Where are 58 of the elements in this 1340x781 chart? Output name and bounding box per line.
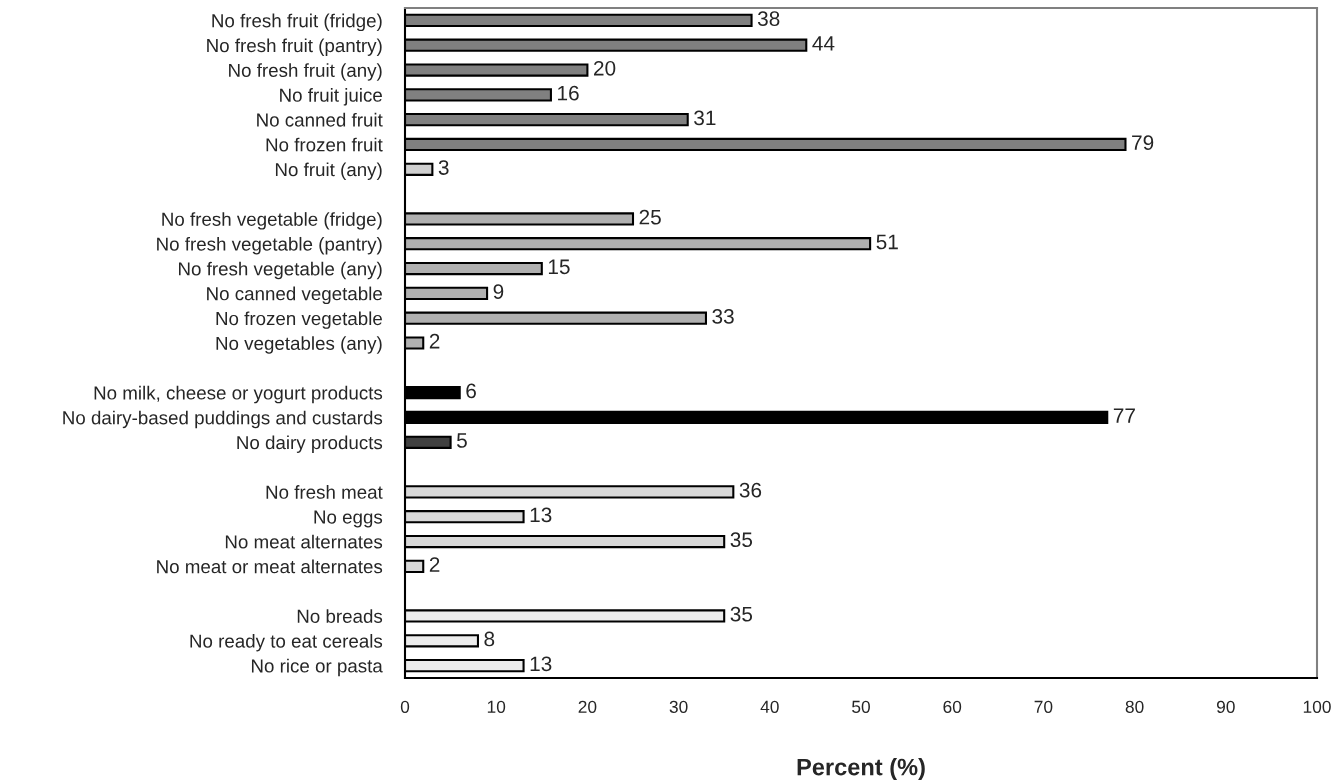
y-tick-label: No frozen vegetable	[216, 311, 382, 329]
x-tick-label: 50	[852, 700, 870, 713]
data-label: 20	[594, 60, 616, 76]
x-tick-label: 60	[943, 700, 962, 713]
y-tick-label: No fresh meat	[266, 485, 383, 499]
x-tick-label: 10	[487, 700, 506, 713]
y-tick-label: No ready to eat cereals	[190, 633, 383, 652]
y-tick-label: No canned fruit	[257, 112, 383, 127]
y-tick-label: No frozen fruit	[266, 137, 383, 152]
x-tick-label: 80	[1125, 700, 1144, 713]
x-tick-label: 40	[760, 700, 779, 713]
x-tick-label: 100	[1303, 700, 1331, 713]
y-tick-label: No dairy-based puddings and custards	[63, 410, 383, 429]
x-tick-label: 30	[669, 700, 688, 713]
data-label: 79	[1132, 135, 1154, 151]
x-axis-title: Percent (%)	[797, 758, 925, 781]
y-tick-label: No fresh vegetable (any)	[179, 261, 382, 280]
x-tick-label: 90	[1216, 700, 1235, 713]
data-label: 9	[493, 284, 504, 299]
y-tick-label: No fruit (any)	[275, 162, 382, 180]
data-label: 77	[1113, 408, 1135, 423]
data-label: 36	[739, 482, 762, 498]
data-label: 5	[456, 433, 467, 448]
data-label: 44	[812, 36, 835, 51]
y-tick-label: No fresh fruit (fridge)	[212, 13, 382, 32]
data-label: 2	[429, 557, 440, 572]
data-label: 31	[694, 110, 716, 126]
data-label: 25	[639, 209, 661, 225]
data-label: 16	[558, 85, 579, 101]
y-tick-label: No vegetables (any)	[216, 336, 382, 354]
y-tick-label: No meat or meat alternates	[157, 559, 383, 574]
data-label: 13	[530, 507, 552, 523]
data-label: 13	[530, 656, 552, 672]
data-label: 35	[730, 532, 753, 548]
data-label: 6	[466, 383, 476, 399]
y-tick-label: No rice or pasta	[251, 658, 383, 677]
y-tick-label: No fresh vegetable (fridge)	[162, 212, 382, 230]
x-tick-label: 20	[578, 700, 597, 713]
data-label: 2	[429, 333, 440, 349]
data-label: 15	[548, 259, 570, 275]
data-label: 35	[730, 606, 753, 622]
y-tick-label: No fresh fruit (pantry)	[207, 38, 382, 56]
data-label: 51	[876, 234, 898, 250]
y-tick-label: No fresh fruit (any)	[229, 63, 382, 81]
data-label: 38	[757, 11, 780, 26]
data-label: 3	[438, 160, 449, 175]
y-tick-label: No eggs	[314, 510, 383, 528]
y-tick-label: No fruit juice	[280, 88, 382, 106]
y-tick-label: No meat alternates	[225, 534, 383, 549]
y-tick-label: No breads	[297, 609, 383, 623]
x-tick-label: 0	[400, 700, 410, 713]
data-label: 33	[712, 309, 734, 324]
y-tick-label: No milk, cheese or yogurt products	[94, 385, 383, 404]
x-tick-label: 70	[1034, 700, 1053, 713]
data-label: 8	[484, 631, 495, 647]
y-tick-label: No dairy products	[237, 435, 383, 453]
y-tick-label: No canned vegetable	[207, 286, 382, 305]
y-tick-label: No fresh vegetable (pantry)	[157, 236, 382, 255]
